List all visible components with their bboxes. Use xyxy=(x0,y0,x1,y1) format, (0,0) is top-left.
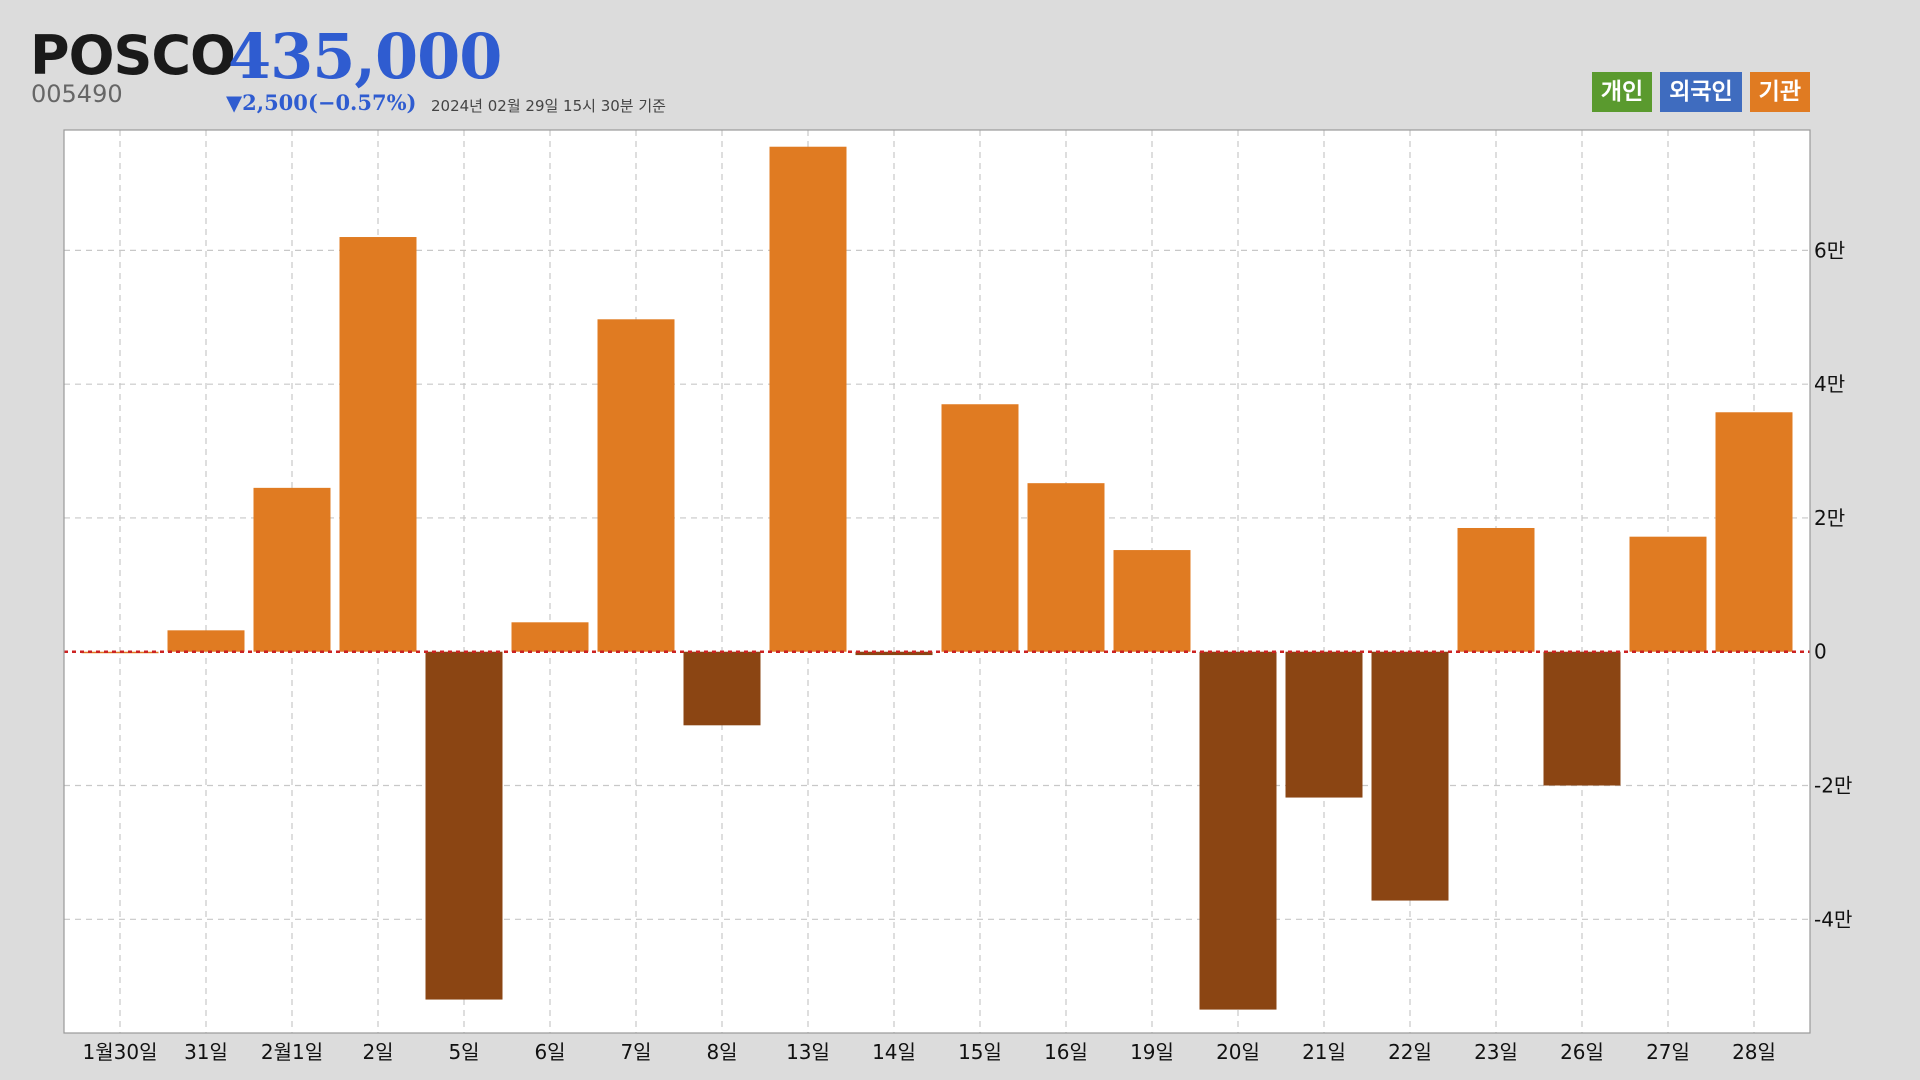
x-tick-label: 14일 xyxy=(872,1040,916,1064)
plot-border xyxy=(63,129,1811,1034)
stock-code: 005490 xyxy=(31,80,123,108)
bar-7일 xyxy=(597,319,675,652)
bar-22일 xyxy=(1371,651,1449,901)
bar-14일 xyxy=(855,651,933,656)
bar-28일 xyxy=(1715,412,1793,652)
x-tick-label: 8일 xyxy=(706,1040,737,1064)
legend-individual[interactable]: 개인 xyxy=(1591,72,1653,112)
y-tick-label: -2만 xyxy=(1814,774,1852,798)
x-tick-label: 21일 xyxy=(1302,1040,1346,1064)
y-tick-label: 6만 xyxy=(1814,238,1845,262)
legend-foreign[interactable]: 외국인 xyxy=(1660,72,1742,112)
y-tick-label: 4만 xyxy=(1814,372,1845,396)
x-tick-label: 28일 xyxy=(1732,1040,1776,1064)
x-tick-label: 19일 xyxy=(1130,1040,1174,1064)
y-tick-label: 2만 xyxy=(1814,506,1845,530)
x-tick-label: 1월30일 xyxy=(83,1040,158,1064)
bar-13일 xyxy=(769,146,847,652)
x-tick-label: 7일 xyxy=(620,1040,651,1064)
timestamp-basis: 2024년 02월 29일 15시 30분 기준 xyxy=(431,97,666,115)
x-tick-label: 31일 xyxy=(184,1040,228,1064)
x-tick-label: 2월1일 xyxy=(261,1040,323,1064)
x-tick-label: 20일 xyxy=(1216,1040,1260,1064)
investor-legend: 개인 외국인 기관 xyxy=(1591,72,1810,112)
bar-20일 xyxy=(1199,651,1277,1010)
x-tick-label: 2일 xyxy=(362,1040,393,1064)
stock-header: POSCO 005490 435,000 ▼2,500(−0.57%) 2024… xyxy=(0,0,1920,130)
y-tick-label: -4만 xyxy=(1814,907,1852,931)
x-tick-label: 6일 xyxy=(534,1040,565,1064)
bar-26일 xyxy=(1543,651,1621,786)
bar-31일 xyxy=(167,630,245,652)
current-price: 435,000 xyxy=(228,20,502,93)
x-tick-label: 13일 xyxy=(786,1040,830,1064)
bar-23일 xyxy=(1457,527,1535,652)
bar-5일 xyxy=(425,651,503,1000)
y-tick-label: 0 xyxy=(1814,640,1827,664)
bar-15일 xyxy=(941,404,1019,652)
price-change: ▼2,500(−0.57%) xyxy=(226,90,417,115)
legend-institution[interactable]: 기관 xyxy=(1749,72,1810,112)
bar-21일 xyxy=(1285,651,1363,798)
x-tick-label: 22일 xyxy=(1388,1040,1432,1064)
stock-name: POSCO xyxy=(30,24,236,87)
x-tick-label: 5일 xyxy=(448,1040,479,1064)
bar-16일 xyxy=(1027,483,1105,652)
x-tick-label: 23일 xyxy=(1474,1040,1518,1064)
x-tick-label: 15일 xyxy=(958,1040,1002,1064)
bar-27일 xyxy=(1629,536,1707,652)
bar-2일 xyxy=(339,237,417,652)
bar-2월1일 xyxy=(253,487,331,652)
x-tick-label: 27일 xyxy=(1646,1040,1690,1064)
x-tick-label: 26일 xyxy=(1560,1040,1604,1064)
bar-6일 xyxy=(511,622,589,652)
bar-8일 xyxy=(683,651,761,726)
x-tick-label: 16일 xyxy=(1044,1040,1088,1064)
bar-19일 xyxy=(1113,550,1191,652)
